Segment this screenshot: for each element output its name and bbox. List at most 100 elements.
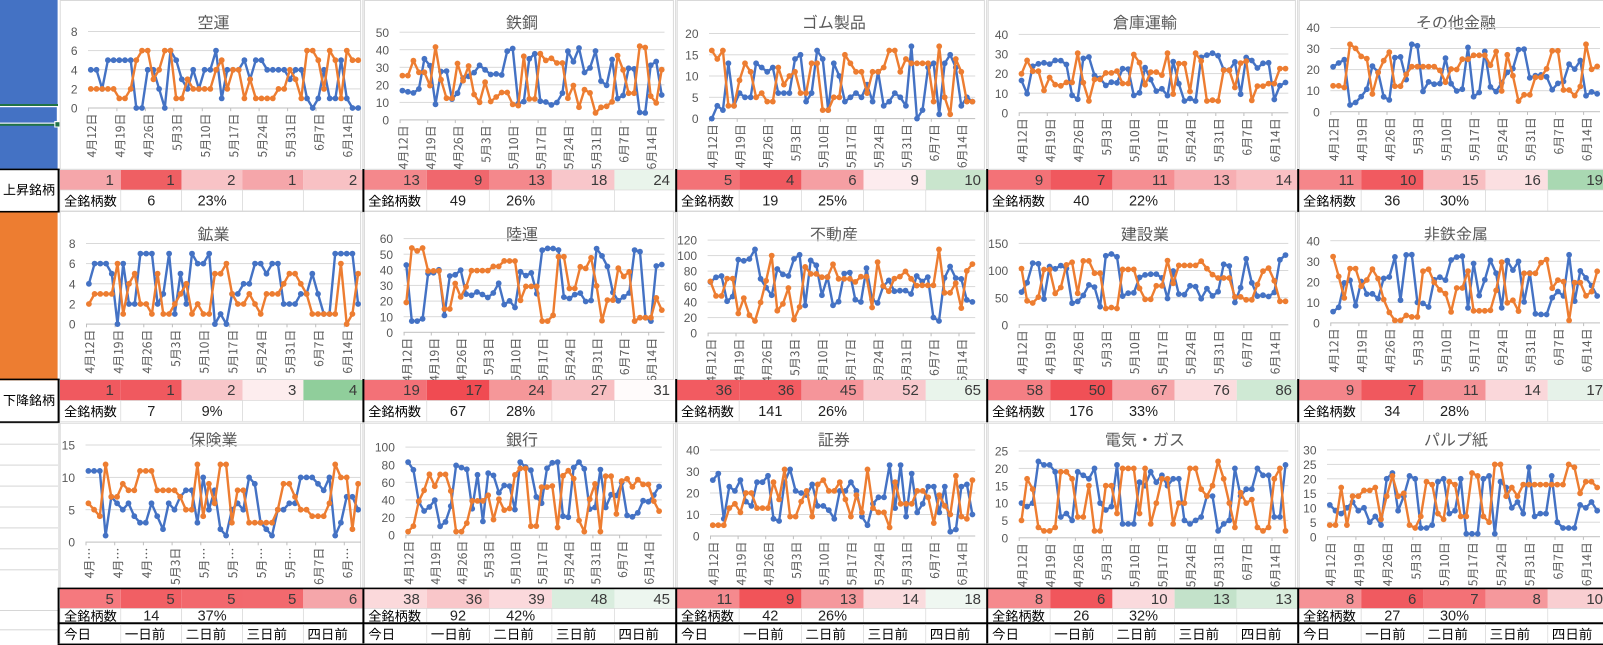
svg-text:2: 2	[227, 382, 235, 399]
svg-text:50: 50	[1089, 382, 1106, 399]
svg-text:6: 6	[147, 194, 155, 210]
svg-text:39: 39	[528, 591, 545, 608]
svg-text:4: 4	[786, 172, 794, 189]
svg-text:10: 10	[995, 497, 1009, 511]
svg-text:5: 5	[692, 91, 699, 105]
svg-text:60: 60	[380, 232, 394, 246]
svg-text:36: 36	[778, 382, 795, 399]
svg-text:10: 10	[1303, 501, 1317, 515]
svg-text:1: 1	[166, 382, 174, 399]
svg-text:19: 19	[1586, 172, 1603, 189]
svg-text:50: 50	[376, 26, 390, 40]
svg-text:19: 19	[762, 194, 778, 210]
svg-text:10: 10	[380, 310, 394, 324]
svg-text:150: 150	[988, 237, 1008, 251]
svg-text:5: 5	[724, 172, 732, 189]
svg-text:0: 0	[1002, 106, 1009, 120]
svg-text:30: 30	[376, 61, 390, 75]
svg-text:1: 1	[105, 382, 113, 399]
svg-text:0: 0	[693, 530, 700, 544]
svg-text:14: 14	[1275, 172, 1292, 189]
svg-text:33%: 33%	[1129, 404, 1158, 420]
svg-text:92: 92	[450, 609, 466, 625]
svg-text:26%: 26%	[818, 404, 847, 420]
svg-text:10: 10	[1306, 84, 1320, 98]
svg-text:25%: 25%	[818, 194, 847, 210]
svg-text:0: 0	[692, 112, 699, 126]
svg-text:4: 4	[69, 277, 76, 291]
svg-text:14: 14	[902, 591, 919, 608]
svg-text:7: 7	[147, 404, 155, 420]
svg-text:9: 9	[786, 591, 794, 608]
svg-text:67: 67	[1151, 382, 1168, 399]
svg-text:10: 10	[1586, 591, 1603, 608]
svg-text:20: 20	[685, 27, 699, 41]
svg-text:25: 25	[995, 445, 1009, 459]
svg-text:40: 40	[1306, 21, 1320, 35]
svg-text:5: 5	[1310, 516, 1317, 530]
svg-text:58: 58	[1027, 382, 1044, 399]
svg-text:9: 9	[1035, 172, 1043, 189]
svg-text:42%: 42%	[506, 609, 535, 625]
svg-text:6: 6	[1408, 591, 1416, 608]
svg-text:50: 50	[380, 248, 394, 262]
svg-text:9: 9	[474, 172, 482, 189]
svg-text:6: 6	[69, 257, 76, 271]
svg-text:6: 6	[71, 44, 78, 58]
svg-text:40: 40	[382, 494, 396, 508]
svg-text:7: 7	[1408, 382, 1416, 399]
svg-text:13: 13	[840, 591, 857, 608]
svg-text:15: 15	[685, 48, 699, 62]
svg-text:100: 100	[375, 441, 395, 455]
svg-text:17: 17	[1586, 382, 1603, 399]
svg-text:24: 24	[653, 172, 670, 189]
svg-text:8: 8	[1035, 591, 1043, 608]
svg-text:11: 11	[1463, 382, 1479, 399]
svg-text:80: 80	[382, 458, 396, 472]
svg-text:50: 50	[995, 291, 1009, 305]
svg-text:0: 0	[1002, 318, 1009, 332]
svg-text:37%: 37%	[198, 609, 227, 625]
svg-text:38: 38	[403, 591, 420, 608]
svg-text:40: 40	[1073, 194, 1089, 210]
svg-text:6: 6	[1097, 591, 1105, 608]
svg-text:28%: 28%	[1440, 404, 1469, 420]
svg-text:52: 52	[902, 382, 919, 399]
svg-text:65: 65	[964, 382, 981, 399]
svg-text:60: 60	[684, 280, 698, 294]
svg-text:0: 0	[690, 327, 697, 341]
svg-text:5: 5	[227, 591, 235, 608]
svg-text:9: 9	[910, 172, 918, 189]
svg-text:18: 18	[964, 591, 981, 608]
svg-text:86: 86	[1275, 382, 1292, 399]
svg-text:18: 18	[591, 172, 608, 189]
svg-text:19: 19	[403, 382, 420, 399]
svg-text:20: 20	[995, 462, 1009, 476]
svg-text:11: 11	[1339, 172, 1355, 189]
svg-text:10: 10	[964, 172, 981, 189]
svg-text:10: 10	[376, 96, 390, 110]
svg-text:6: 6	[848, 172, 856, 189]
svg-text:20: 20	[1303, 472, 1317, 486]
svg-text:1: 1	[105, 172, 113, 189]
svg-text:28%: 28%	[506, 404, 535, 420]
svg-text:40: 40	[686, 444, 700, 458]
svg-text:14: 14	[1524, 382, 1541, 399]
svg-text:23%: 23%	[198, 194, 227, 210]
svg-text:5: 5	[68, 503, 75, 517]
svg-text:16: 16	[1524, 172, 1541, 189]
svg-text:8: 8	[71, 25, 78, 39]
svg-text:24: 24	[528, 382, 545, 399]
svg-text:36: 36	[1384, 194, 1400, 210]
svg-text:0: 0	[69, 318, 76, 332]
svg-text:0: 0	[1313, 105, 1320, 119]
svg-text:0: 0	[71, 102, 78, 116]
svg-text:8: 8	[1532, 591, 1540, 608]
svg-text:11: 11	[717, 591, 733, 608]
svg-text:5: 5	[166, 591, 174, 608]
svg-text:5: 5	[288, 591, 296, 608]
svg-text:2: 2	[69, 298, 76, 312]
svg-text:176: 176	[1069, 404, 1093, 420]
svg-text:40: 40	[995, 28, 1009, 42]
svg-text:25: 25	[1303, 458, 1317, 472]
